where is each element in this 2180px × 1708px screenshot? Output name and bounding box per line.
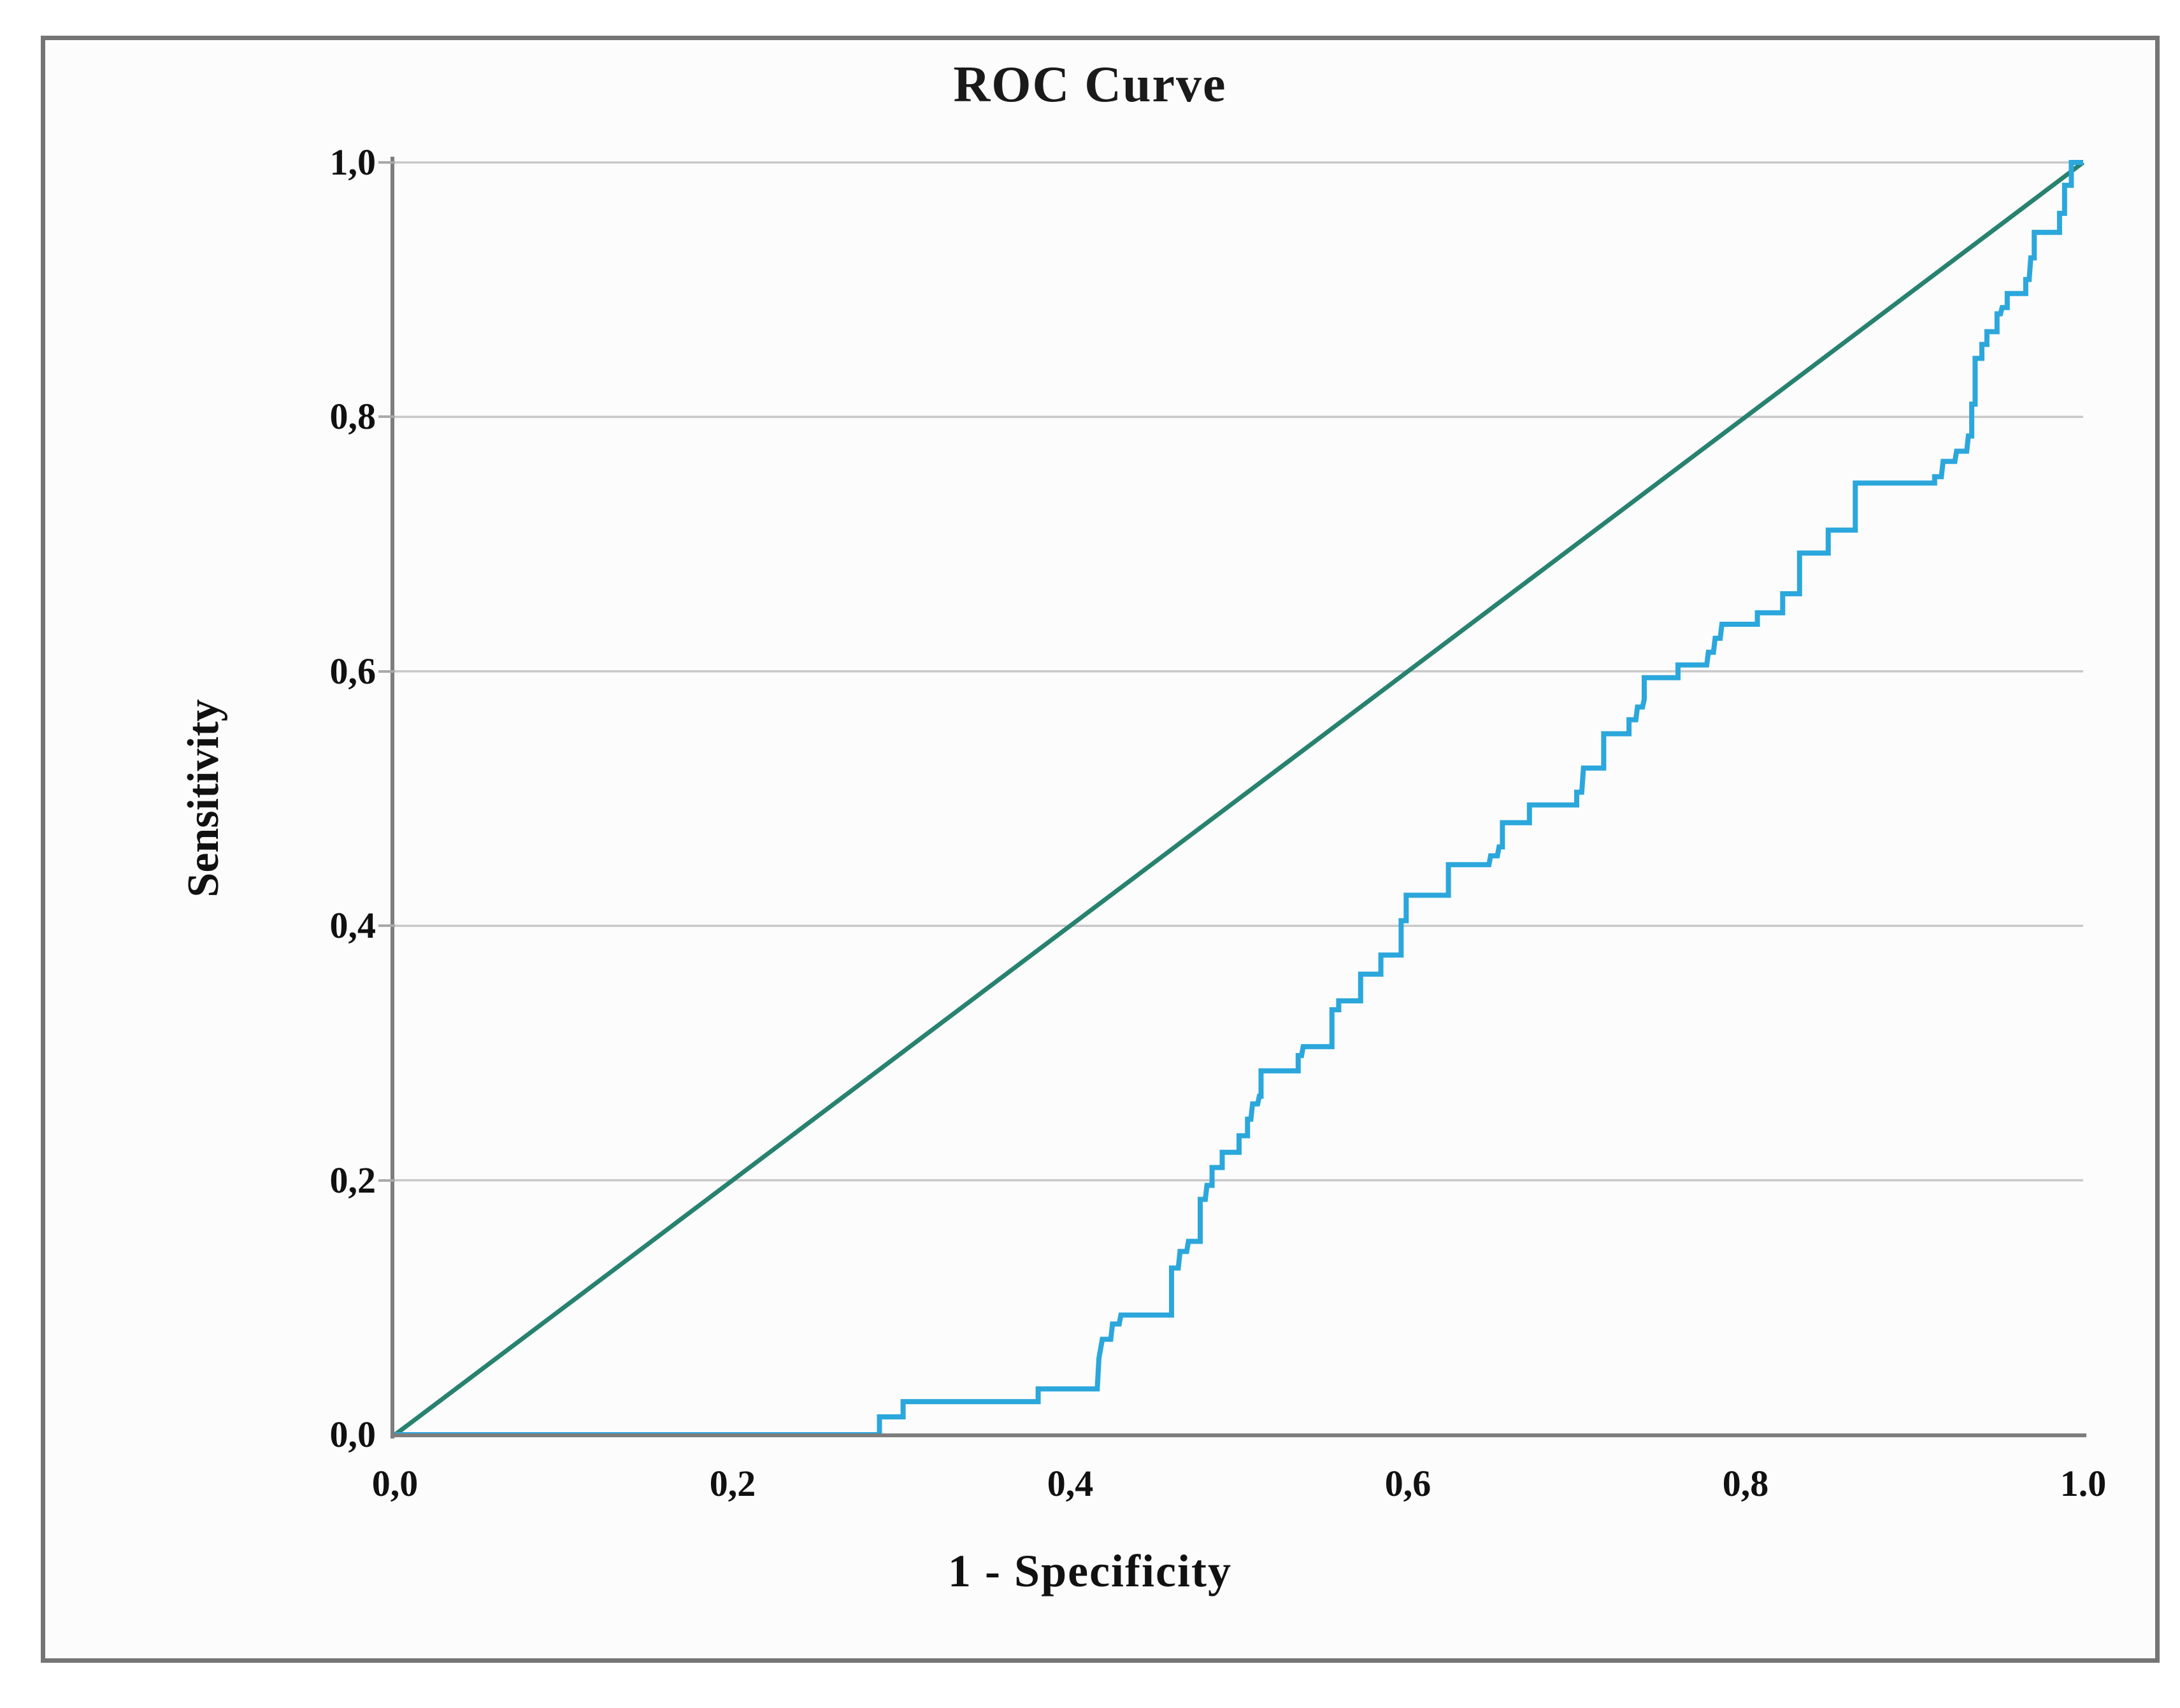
y-axis-tick — [378, 924, 395, 928]
plot-area — [393, 160, 2085, 1437]
reference-diagonal-line — [393, 161, 2085, 1437]
y-tick-label-0.6: 0,6 — [329, 650, 376, 692]
x-tick-label-0.2: 0,2 — [709, 1463, 756, 1504]
y-axis-title: Sensitivity — [179, 699, 228, 898]
chart-title: ROC Curve — [953, 57, 1227, 113]
x-tick-label-0.4: 0,4 — [1047, 1463, 1094, 1504]
y-axis-tick — [378, 1179, 395, 1182]
x-axis-title: 1 - Specificity — [948, 1546, 1232, 1597]
x-tick-label-0.0: 0,0 — [371, 1463, 419, 1504]
y-tick-label-1.0: 1,0 — [329, 141, 376, 183]
y-tick-label-0.4: 0,4 — [329, 905, 376, 946]
y-tick-label-0.2: 0,2 — [329, 1159, 376, 1201]
y-axis-tick — [378, 670, 395, 673]
x-tick-label-0.8: 0,8 — [1722, 1463, 1769, 1504]
y-axis-line — [391, 157, 394, 1439]
plot-canvas — [393, 160, 2085, 1437]
y-axis-tick — [378, 161, 395, 164]
x-tick-label-1.0: 1.0 — [2060, 1463, 2107, 1504]
x-tick-label-0.6: 0,6 — [1384, 1463, 1431, 1504]
y-tick-label-0.0: 0,0 — [329, 1414, 376, 1455]
x-axis-line — [391, 1433, 2086, 1437]
y-tick-label-0.8: 0,8 — [329, 396, 376, 437]
roc-curve-line — [395, 160, 2083, 1437]
y-axis-tick — [378, 415, 395, 419]
